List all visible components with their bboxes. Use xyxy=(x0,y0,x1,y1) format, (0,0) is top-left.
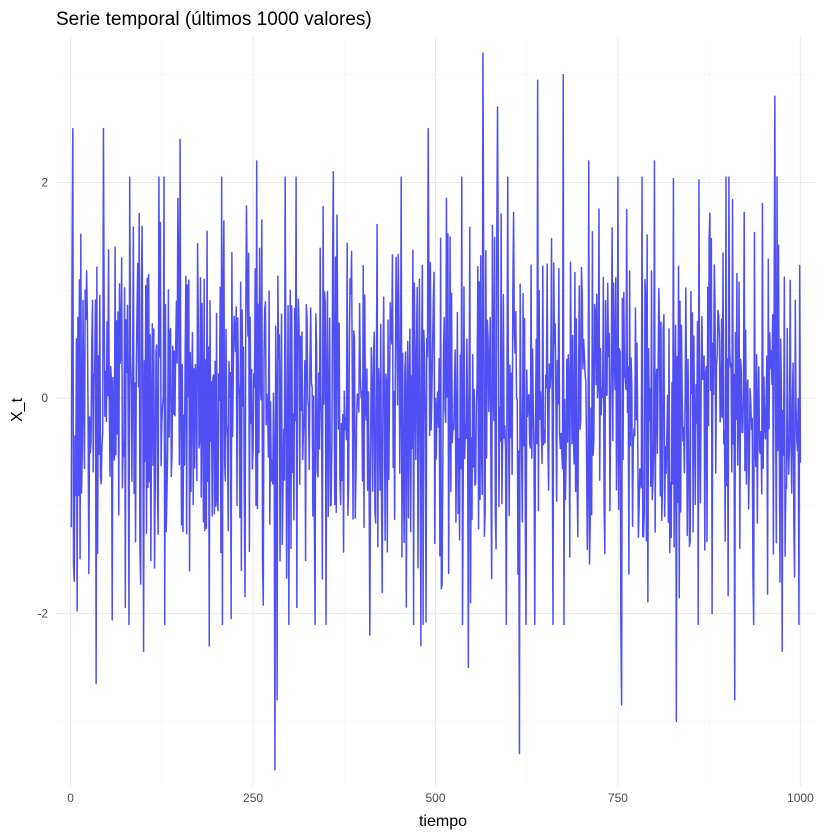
series-line xyxy=(70,52,802,771)
y-tick-labels: -2 0 2 xyxy=(37,175,48,620)
x-tick-label: 500 xyxy=(425,791,445,805)
y-tick-label: 2 xyxy=(41,175,48,189)
x-tick-label: 250 xyxy=(243,791,263,805)
series-layer xyxy=(70,52,802,771)
y-tick-label: -2 xyxy=(37,607,48,621)
x-tick-label: 0 xyxy=(67,791,74,805)
chart-title: Serie temporal (últimos 1000 valores) xyxy=(56,9,372,30)
x-tick-label: 1000 xyxy=(787,791,814,805)
x-tick-labels: 0 250 500 750 1000 xyxy=(67,791,814,805)
y-tick-label: 0 xyxy=(41,391,48,405)
y-axis-title: X_t xyxy=(9,397,26,422)
x-tick-label: 750 xyxy=(608,791,628,805)
x-axis-title: tiempo xyxy=(419,813,467,830)
